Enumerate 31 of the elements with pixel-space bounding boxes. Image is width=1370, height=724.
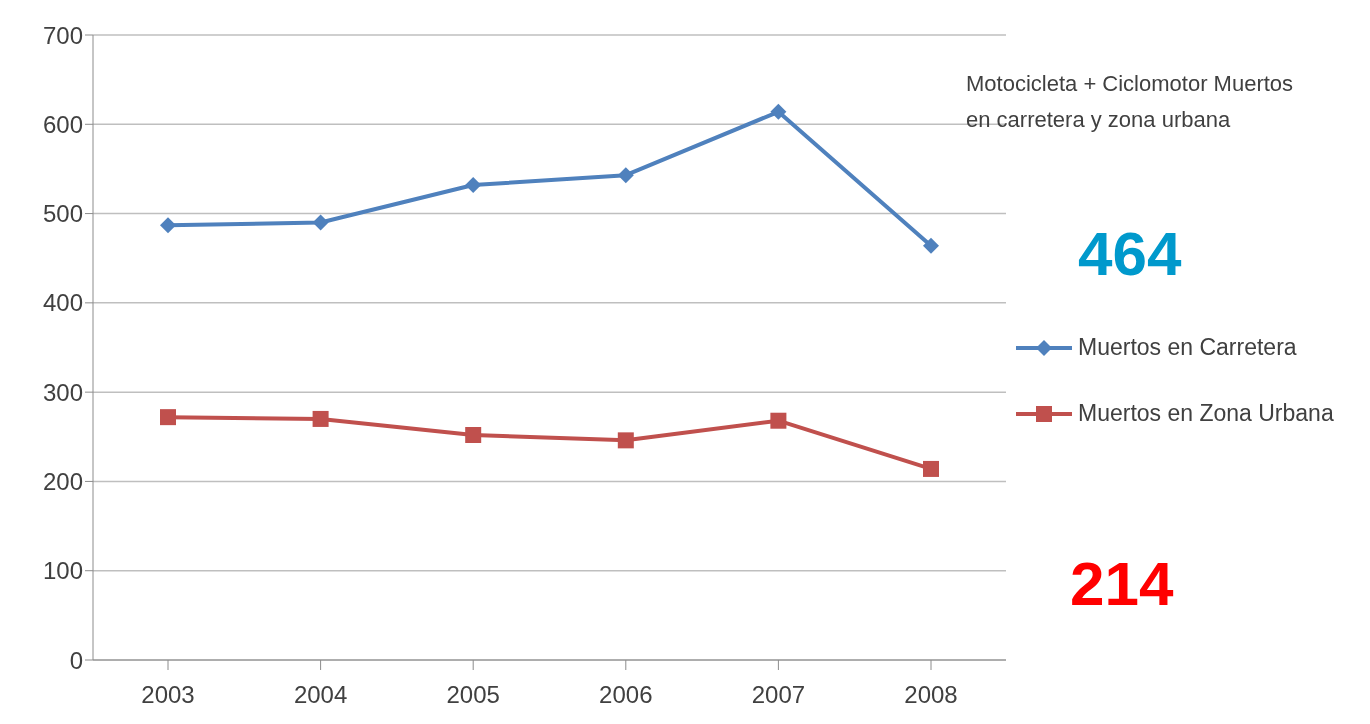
point xyxy=(770,103,787,120)
y-tick-label: 700 xyxy=(42,21,83,49)
point xyxy=(770,412,787,429)
y-tick-label: 200 xyxy=(42,467,83,495)
point xyxy=(617,432,634,449)
point xyxy=(465,427,482,443)
x-tick-label: 2005 xyxy=(446,681,500,709)
legend-label: Muertos en Zona Urbana xyxy=(1078,400,1334,427)
y-tick-label: 100 xyxy=(42,557,83,585)
point xyxy=(923,237,939,254)
x-tick-label: 2007 xyxy=(751,681,806,709)
point xyxy=(312,410,329,427)
x-tick-label: 2003 xyxy=(141,681,195,709)
point xyxy=(923,460,939,477)
y-tick-label: 600 xyxy=(42,110,83,138)
text: Motocicleta + Ciclomotor Muertos en carretera y zona urbana xyxy=(966,70,1295,134)
text: 214 xyxy=(1070,548,1174,619)
point xyxy=(160,409,176,426)
x-tick-label: 2006 xyxy=(599,681,653,709)
point xyxy=(617,167,634,184)
text: 464 xyxy=(1078,218,1182,289)
x-tick-label: 2004 xyxy=(293,681,348,709)
point xyxy=(465,177,482,193)
x-tick-label: 2008 xyxy=(904,681,958,709)
y-tick-label: 300 xyxy=(42,378,83,406)
point xyxy=(160,217,176,234)
legend-label: Muertos en Carretera xyxy=(1078,334,1297,361)
point xyxy=(312,214,329,231)
y-tick-label: 400 xyxy=(42,289,83,317)
y-tick-label: 0 xyxy=(69,646,83,674)
y-tick-label: 500 xyxy=(42,200,83,228)
